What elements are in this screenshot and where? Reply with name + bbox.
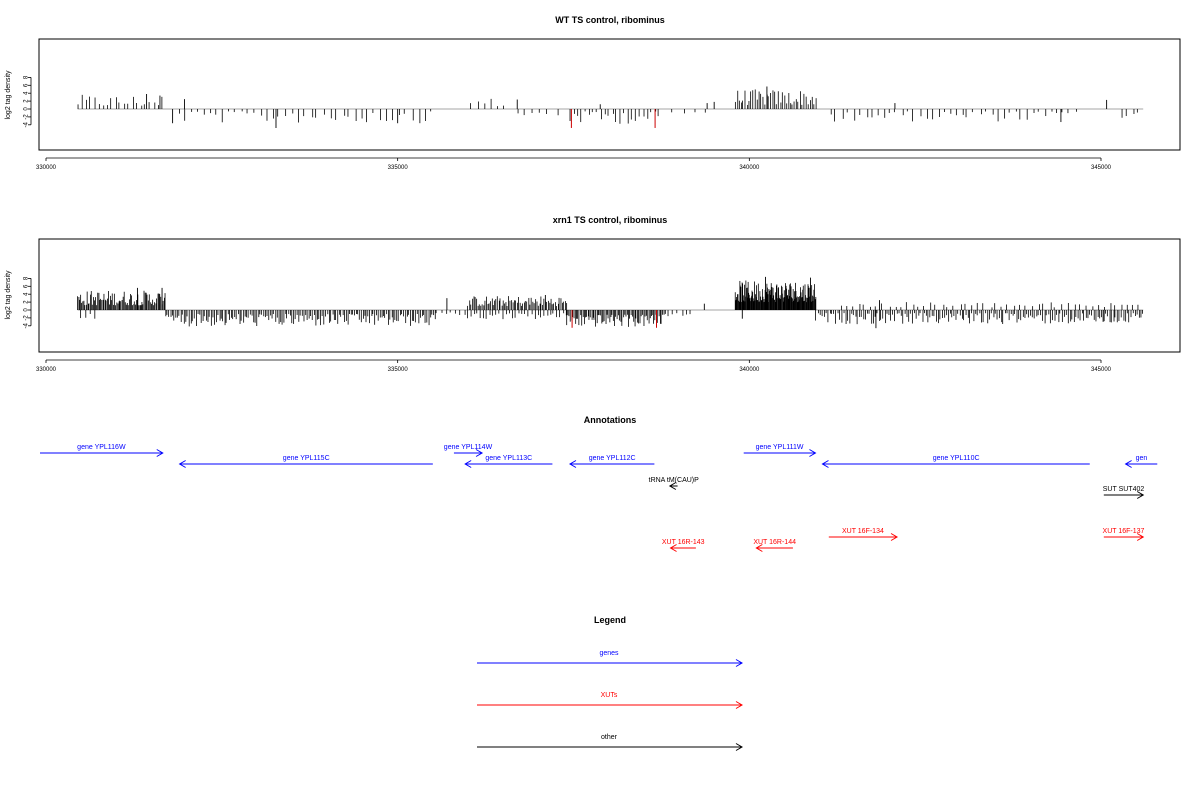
y-tick-label: 2	[24, 99, 30, 103]
y-tick-label: 4	[24, 91, 30, 95]
xrn1-track-bars	[77, 276, 1144, 329]
x-tick-label: 345000	[1091, 165, 1112, 171]
feature-arrowhead	[821, 460, 829, 468]
feature-arrowhead	[178, 460, 186, 468]
legend-title: Legend	[594, 615, 626, 625]
y-tick-label: 6	[24, 284, 30, 288]
x-tick-label: 340000	[739, 367, 760, 373]
feature-arrowhead	[1124, 460, 1132, 468]
feature-label: gene YPL114W	[444, 444, 493, 451]
annotation-feature: gen	[1124, 455, 1158, 468]
feature-arrowhead	[669, 544, 677, 552]
x-tick-label: 335000	[388, 165, 409, 171]
y-tick-label: 0	[24, 107, 30, 111]
annotation-features: gene YPL116W gene YPL115C gene YPL114W gene…	[40, 444, 1158, 552]
xrn1-track-axes: -4-2 0 2 4 6 8 330000 335000 340000 345000	[24, 276, 1112, 373]
wt-track-panel: WT TS control, ribominus log2 tag densit…	[5, 15, 1181, 171]
feature-arrowhead	[1136, 533, 1145, 541]
legend-entry: XUTs	[477, 692, 743, 709]
feature-arrowhead	[475, 449, 484, 457]
annotation-feature: SUT SUT402	[1103, 486, 1145, 499]
annotation-feature: gene YPL110C	[821, 455, 1090, 468]
legend-label: XUTs	[601, 692, 618, 699]
annotation-feature: XUT 16R-144	[753, 539, 796, 552]
annotation-feature: gene YPL111W	[743, 444, 817, 457]
feature-arrowhead	[568, 460, 577, 468]
y-tick-label: 4	[24, 292, 30, 296]
feature-arrowhead	[809, 449, 817, 457]
feature-label: tRNA tM(CAU)P	[649, 477, 700, 484]
annotation-feature: gene YPL112C	[568, 455, 655, 468]
legend-arrowhead	[735, 701, 743, 709]
feature-arrowhead	[156, 449, 164, 457]
legend-arrowhead	[735, 743, 743, 751]
legend-arrowhead	[735, 659, 743, 667]
annotation-feature: gene YPL115C	[178, 455, 433, 468]
legend-panel: Legend genes XUTs other	[477, 615, 743, 751]
feature-label: gene YPL115C	[283, 455, 330, 462]
y-tick-label: 8	[24, 276, 30, 280]
feature-arrowhead	[668, 482, 677, 490]
y-tick-label: -4	[24, 322, 30, 328]
feature-label: gene YPL110C	[933, 455, 980, 462]
legend-entry: genes	[477, 650, 743, 667]
feature-label: gene YPL111W	[756, 444, 804, 451]
annotation-feature: XUT 16F-137	[1103, 528, 1145, 541]
annotation-feature: gene YPL116W	[40, 444, 164, 457]
y-tick-label: 8	[24, 75, 30, 79]
wt-track-bars	[77, 86, 1144, 128]
feature-label: gene YPL112C	[589, 455, 636, 462]
feature-arrowhead	[1136, 491, 1145, 499]
feature-arrowhead	[464, 460, 472, 468]
legend-label: other	[601, 734, 618, 741]
feature-label: XUT 16F-134	[842, 528, 884, 535]
y-tick-label: 0	[24, 308, 30, 312]
feature-label: gene YPL113C	[485, 455, 532, 462]
feature-label: XUT 16R-144	[753, 539, 796, 546]
feature-arrowhead	[890, 533, 899, 541]
legend-label: genes	[599, 650, 619, 657]
xrn1-track-panel: xrn1 TS control, ribominus log2 tag dens…	[5, 215, 1181, 373]
feature-label: gene YPL116W	[77, 444, 126, 451]
y-tick-label: 2	[24, 300, 30, 304]
annotation-feature: gene YPL114W	[444, 444, 493, 457]
x-tick-label: 335000	[388, 367, 409, 373]
annotation-feature: gene YPL113C	[464, 455, 553, 468]
x-tick-label: 330000	[36, 367, 57, 373]
wt-track-plot-box	[38, 38, 1181, 151]
legend-entry: other	[477, 734, 743, 751]
y-tick-label: -2	[24, 114, 30, 120]
x-tick-label: 330000	[36, 165, 57, 171]
y-tick-label: -4	[24, 121, 30, 127]
xrn1-track-plot-box	[38, 238, 1181, 353]
y-tick-label: 6	[24, 83, 30, 87]
annotations-title: Annotations	[584, 415, 637, 425]
feature-label: gen	[1136, 455, 1148, 462]
x-tick-label: 345000	[1091, 367, 1112, 373]
y-tick-label: -2	[24, 315, 30, 321]
annotation-feature: XUT 16R-143	[662, 539, 705, 552]
feature-label: XUT 16R-143	[662, 539, 705, 546]
xrn1-track-title: xrn1 TS control, ribominus	[553, 215, 668, 225]
feature-label: SUT SUT402	[1103, 486, 1145, 493]
x-tick-label: 340000	[739, 165, 760, 171]
annotation-feature: tRNA tM(CAU)P	[649, 477, 700, 490]
annotation-feature: XUT 16F-134	[828, 528, 899, 541]
wt-track-axes: -4-2 0 2 4 6 8 330000 335000 340000 345000	[24, 75, 1112, 171]
xrn1-track-ylabel: log2 tag density	[5, 270, 12, 320]
legend-entries: genes XUTs other	[477, 650, 743, 751]
wt-track-title: WT TS control, ribominus	[555, 15, 665, 25]
feature-arrowhead	[755, 544, 763, 552]
feature-label: XUT 16F-137	[1103, 528, 1145, 535]
wt-track-ylabel: log2 tag density	[5, 70, 12, 120]
